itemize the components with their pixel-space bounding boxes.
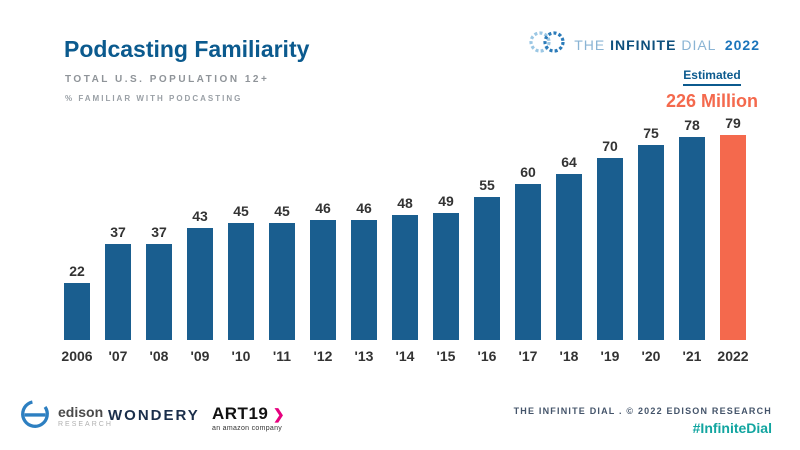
chart-subtitle: TOTAL U.S. POPULATION 12+ xyxy=(65,74,270,85)
bar xyxy=(64,283,90,340)
x-axis-label: '18 xyxy=(559,348,579,364)
bar-column: 55 '16 xyxy=(468,177,506,364)
edison-name: edison xyxy=(58,404,104,420)
bar-column: 46 '13 xyxy=(345,200,383,364)
x-axis-label: '11 xyxy=(272,348,292,364)
bar-value-label: 78 xyxy=(684,117,700,133)
x-axis-label: 2022 xyxy=(717,348,749,364)
x-axis-label: '10 xyxy=(231,348,251,364)
bar xyxy=(187,228,213,340)
bar-value-label: 64 xyxy=(561,154,577,170)
x-axis-label: '09 xyxy=(190,348,210,364)
bar xyxy=(638,145,664,340)
estimated-value: 226 Million xyxy=(665,91,758,111)
bar-value-label: 49 xyxy=(438,193,454,209)
bar-value-label: 79 xyxy=(725,115,741,131)
chart-metric-note: % FAMILIAR WITH PODCASTING xyxy=(65,94,243,103)
art19-sub: an amazon company xyxy=(212,425,283,432)
bar-column: 37 '07 xyxy=(99,224,137,364)
bar-value-label: 46 xyxy=(315,200,331,216)
x-axis-label: '16 xyxy=(477,348,497,364)
art19-chevron-icon: ❯ xyxy=(272,406,285,422)
bar-value-label: 22 xyxy=(69,263,85,279)
bar-column: 75 '20 xyxy=(632,125,670,364)
brand-year: 2022 xyxy=(724,36,760,53)
edison-sub: RESEARCH xyxy=(58,421,113,428)
bar-chart: 22 2006 37 '07 37 '08 43 '09 45 '10 45 '11 46 '12 46 '1… xyxy=(58,114,752,364)
x-axis-label: '08 xyxy=(149,348,169,364)
brand-wordmark: THE INFINITE DIAL 2022 xyxy=(574,37,760,53)
x-axis-label: '15 xyxy=(436,348,456,364)
bar xyxy=(310,220,336,340)
bar-column: 49 '15 xyxy=(427,193,465,364)
bar-value-label: 75 xyxy=(643,125,659,141)
x-axis-label: '21 xyxy=(682,348,702,364)
bar-column: 43 '09 xyxy=(181,208,219,364)
bar-value-label: 37 xyxy=(110,224,126,240)
bar-column: 45 '10 xyxy=(222,203,260,364)
wondery-logo: WONDERY xyxy=(108,407,200,424)
infinite-dial-logo: THE INFINITE DIAL 2022 xyxy=(528,30,760,59)
bar-column: 79 2022 xyxy=(714,115,752,364)
bar xyxy=(392,215,418,340)
bar-column: 45 '11 xyxy=(263,203,301,364)
bar-value-label: 48 xyxy=(397,195,413,211)
bar-value-label: 45 xyxy=(274,203,290,219)
bar-column: 78 '21 xyxy=(673,117,711,364)
bar-column: 64 '18 xyxy=(550,154,588,364)
bar-value-label: 45 xyxy=(233,203,249,219)
bar-value-label: 70 xyxy=(602,138,618,154)
x-axis-label: '12 xyxy=(313,348,333,364)
x-axis-label: '07 xyxy=(108,348,128,364)
bar xyxy=(433,213,459,340)
bar xyxy=(105,244,131,340)
art19-logo: ART19 ❯ an amazon company xyxy=(212,404,285,432)
dial-rings-icon xyxy=(528,30,566,59)
x-axis-label: '14 xyxy=(395,348,415,364)
brand-the: THE xyxy=(574,36,606,53)
edison-e-icon xyxy=(18,397,52,436)
bar-value-label: 37 xyxy=(151,224,167,240)
bar-value-label: 43 xyxy=(192,208,208,224)
estimated-label: Estimated xyxy=(683,68,741,86)
art19-name: ART19 xyxy=(212,404,269,423)
bar-column: 37 '08 xyxy=(140,224,178,364)
bar-column: 60 '17 xyxy=(509,164,547,364)
x-axis-label: '13 xyxy=(354,348,374,364)
bar xyxy=(146,244,172,340)
bar xyxy=(515,184,541,340)
x-axis-label: 2006 xyxy=(61,348,93,364)
bar-column: 22 2006 xyxy=(58,263,96,364)
estimated-annotation: Estimated 226 Million xyxy=(666,66,758,112)
bar-value-label: 55 xyxy=(479,177,495,193)
bar-value-label: 46 xyxy=(356,200,372,216)
bar xyxy=(474,197,500,340)
bar-column: 48 '14 xyxy=(386,195,424,364)
bar-column: 46 '12 xyxy=(304,200,342,364)
page-title: Podcasting Familiarity xyxy=(64,36,310,62)
edison-logo: edison RESEARCH xyxy=(18,397,113,436)
bar-value-label: 60 xyxy=(520,164,536,180)
x-axis-label: '20 xyxy=(641,348,661,364)
bar xyxy=(556,174,582,340)
bar-column: 70 '19 xyxy=(591,138,629,364)
bar xyxy=(679,137,705,340)
footer-credit: THE INFINITE DIAL . © 2022 EDISON RESEAR… xyxy=(513,406,772,416)
bar-highlight xyxy=(720,135,746,340)
x-axis-label: '17 xyxy=(518,348,538,364)
bar xyxy=(228,223,254,340)
brand-infinite: INFINITE xyxy=(610,36,677,53)
bar xyxy=(597,158,623,340)
footer-hashtag: #InfiniteDial xyxy=(692,420,772,436)
brand-dial: DIAL xyxy=(681,36,716,53)
x-axis-label: '19 xyxy=(600,348,620,364)
bar xyxy=(269,223,295,340)
bar xyxy=(351,220,377,340)
